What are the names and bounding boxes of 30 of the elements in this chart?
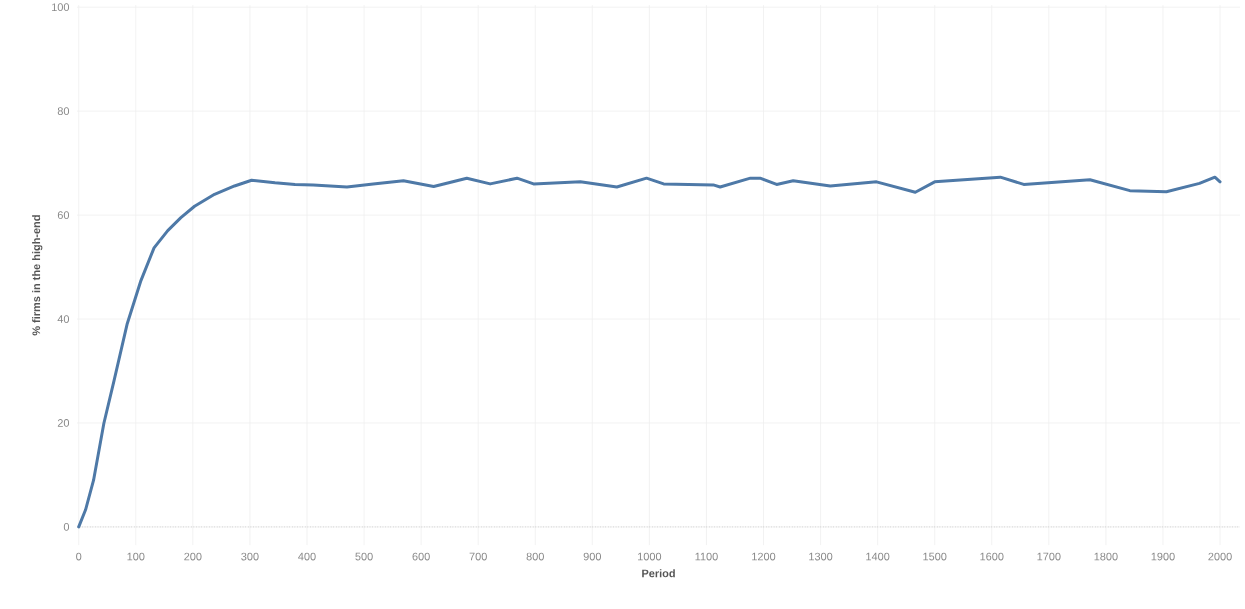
x-tick-label: 800 bbox=[526, 552, 544, 561]
x-tick-label: 1400 bbox=[866, 552, 890, 561]
y-tick-label: 40 bbox=[57, 315, 70, 323]
y-tick-label: 80 bbox=[57, 107, 70, 115]
x-tick-label: 900 bbox=[583, 552, 602, 561]
x-tick-label: 1500 bbox=[923, 552, 947, 561]
x-tick-label: 1900 bbox=[1151, 552, 1175, 561]
x-tick-label: 1300 bbox=[809, 552, 833, 561]
y-tick-label: 0 bbox=[63, 523, 70, 531]
y-axis-title: % firms in the high-end bbox=[32, 215, 43, 336]
x-tick-label: 100 bbox=[127, 552, 145, 561]
x-tick-label: 400 bbox=[298, 552, 316, 561]
x-tick-label: 300 bbox=[241, 552, 259, 561]
x-tick-label: 600 bbox=[412, 552, 430, 561]
x-tick-label: 1700 bbox=[1037, 552, 1061, 561]
x-tick-label: 500 bbox=[355, 552, 373, 561]
x-tick-label: 1000 bbox=[638, 552, 662, 561]
y-tick-label: 60 bbox=[57, 211, 70, 219]
x-tick-label: 700 bbox=[469, 552, 487, 561]
line-series bbox=[77, 175, 1222, 529]
y-tick-label: 20 bbox=[57, 419, 70, 427]
x-tick-label: 1600 bbox=[980, 552, 1004, 561]
x-tick-label: 2000 bbox=[1208, 552, 1232, 561]
y-tick-label: 100 bbox=[52, 3, 70, 12]
x-axis-title: Period bbox=[642, 569, 675, 578]
x-tick-label: 200 bbox=[184, 552, 202, 561]
x-tick-label: 1200 bbox=[752, 552, 776, 561]
x-tick-label: 1800 bbox=[1094, 552, 1118, 561]
x-tick-label: 0 bbox=[76, 552, 82, 561]
x-tick-label: 1100 bbox=[695, 552, 718, 561]
